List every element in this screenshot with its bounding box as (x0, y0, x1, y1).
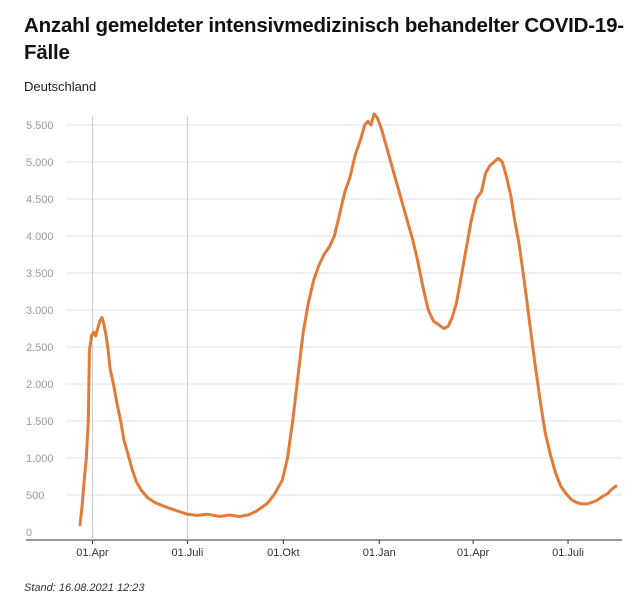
y-tick-label: 5.000 (26, 157, 54, 169)
y-tick-label: 3.000 (26, 305, 54, 317)
y-axis: 0 500 1.000 1.500 2.000 2.500 3.000 3.500 4.000 4… (26, 120, 54, 539)
x-tick-label: 01.Jan (363, 547, 396, 559)
chart-title: Anzahl gemeldeter intensivmedizinisch be… (24, 14, 624, 64)
y-tick-label: 1.000 (26, 453, 54, 465)
line-chart: 0 500 1.000 1.500 2.000 2.500 3.000 3.500 4.000 4… (26, 112, 622, 559)
x-tick-label: 01.Juli (172, 547, 204, 559)
source-note: Stand: 16.08.2021 12:23 (24, 582, 145, 594)
y-tick-label: 1.500 (26, 416, 54, 428)
y-tick-label: 5.500 (26, 120, 54, 132)
y-tick-label: 4.000 (26, 231, 54, 243)
y-tick-label: 3.500 (26, 268, 54, 280)
y-tick-label: 500 (26, 490, 44, 502)
chart-subtitle: Deutschland (24, 79, 97, 94)
y-tick-label: 0 (26, 527, 32, 539)
y-tick-label: 2.500 (26, 342, 54, 354)
x-tick-label: 01.Juli (552, 547, 584, 559)
marker-layer (92, 116, 188, 540)
y-tick-label: 4.500 (26, 194, 54, 206)
y-tick-label: 2.000 (26, 379, 54, 391)
x-tick-label: 01.Apr (457, 547, 490, 559)
series-layer (78, 112, 618, 527)
x-tick-label: 01.Okt (267, 547, 299, 559)
series-line (78, 112, 618, 527)
x-tick-label: 01.Apr (76, 547, 109, 559)
grid-layer (26, 124, 622, 541)
x-axis: 01.Apr 01.Juli 01.Okt 01.Jan 01.Apr 01.Juli (76, 540, 584, 559)
